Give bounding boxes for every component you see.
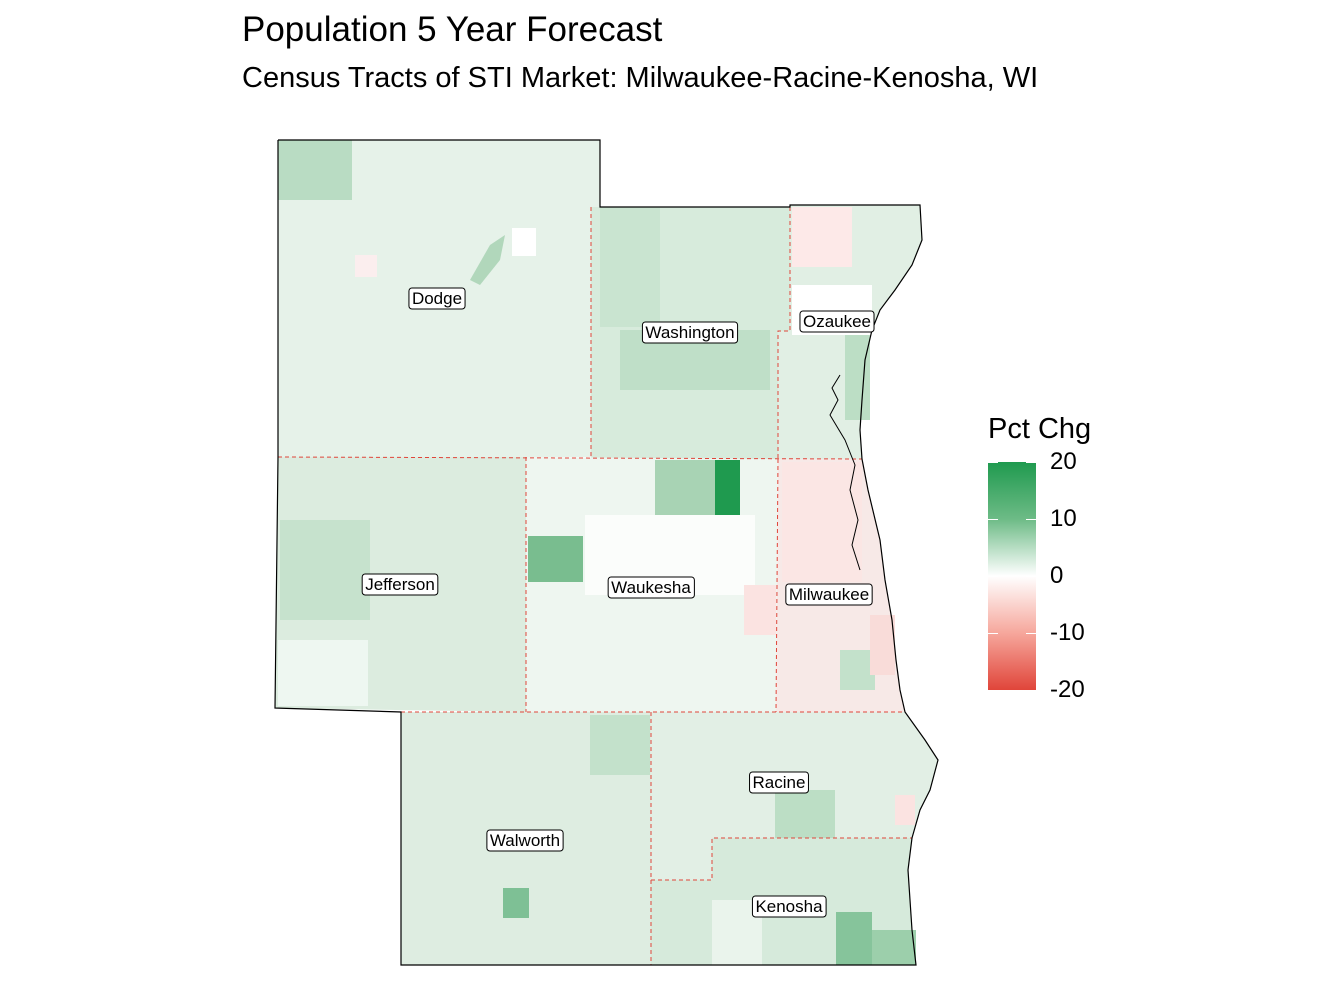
tract-patch bbox=[503, 888, 529, 918]
svg-text:Dodge: Dodge bbox=[412, 289, 462, 308]
tract-patch bbox=[872, 930, 916, 965]
tract-patch bbox=[715, 460, 740, 520]
tract-patch bbox=[840, 650, 875, 690]
county-labels: Dodge Washington Ozaukee Jefferson Waukesha M… bbox=[361, 287, 875, 918]
tract-patch bbox=[792, 207, 852, 267]
tract-patch bbox=[744, 585, 776, 635]
svg-text:Walworth: Walworth bbox=[490, 831, 560, 850]
legend-tick-label: 10 bbox=[1050, 505, 1077, 532]
svg-text:Jefferson: Jefferson bbox=[365, 575, 435, 594]
tract-patch bbox=[845, 335, 870, 420]
outer-boundary bbox=[274, 139, 939, 966]
tract-patch bbox=[528, 536, 583, 582]
lakeshore-detail bbox=[829, 374, 861, 571]
tract-patch bbox=[782, 462, 862, 582]
legend-tick-mark bbox=[1026, 462, 1036, 463]
svg-text:Ozaukee: Ozaukee bbox=[803, 312, 871, 331]
tract-patch bbox=[512, 228, 536, 256]
county-label-milwaukee: Milwaukee bbox=[785, 583, 873, 606]
tract-patch bbox=[895, 795, 915, 825]
tract-patch bbox=[470, 235, 505, 285]
legend-tick-mark bbox=[1026, 633, 1036, 634]
svg-text:Waukesha: Waukesha bbox=[611, 578, 691, 597]
tract-patch bbox=[278, 140, 352, 200]
county-label-racine: Racine bbox=[749, 771, 809, 794]
legend-tick-mark bbox=[1026, 519, 1036, 520]
legend-tick-label: 20 bbox=[1050, 448, 1077, 475]
map-subtitle: Census Tracts of STI Market: Milwaukee-R… bbox=[242, 62, 1039, 94]
legend-tick-label: 0 bbox=[1050, 562, 1064, 589]
tract-patch bbox=[775, 790, 835, 838]
legend-tick-mark bbox=[988, 633, 998, 634]
map-title: Population 5 Year Forecast bbox=[242, 10, 663, 49]
tract-patch bbox=[278, 640, 368, 706]
legend-tick-mark bbox=[1026, 690, 1036, 691]
tract-patch bbox=[355, 255, 377, 277]
tract-patch bbox=[280, 520, 370, 620]
legend-tick-mark bbox=[1026, 576, 1036, 577]
legend-tick-label: -10 bbox=[1050, 619, 1085, 646]
tract-patch bbox=[600, 207, 660, 327]
county-borders bbox=[277, 140, 912, 965]
county-label-dodge: Dodge bbox=[408, 287, 466, 310]
county-label-walworth: Walworth bbox=[486, 829, 564, 852]
legend-tick-mark bbox=[988, 690, 998, 691]
county-label-jefferson: Jefferson bbox=[361, 573, 439, 596]
legend-tick-mark bbox=[988, 576, 998, 577]
county-label-kenosha: Kenosha bbox=[751, 895, 827, 918]
tract-patch bbox=[590, 715, 650, 775]
svg-text:Washington: Washington bbox=[645, 323, 734, 342]
county-label-waukesha: Waukesha bbox=[607, 576, 695, 599]
legend-title: Pct Chg bbox=[988, 413, 1092, 445]
county-label-ozaukee: Ozaukee bbox=[799, 310, 875, 333]
county-label-washington: Washington bbox=[641, 321, 739, 344]
svg-text:Milwaukee: Milwaukee bbox=[789, 585, 869, 604]
legend-tick-mark bbox=[988, 462, 998, 463]
tract-patch bbox=[870, 615, 895, 675]
tract-patch bbox=[836, 912, 872, 965]
legend-tick-mark bbox=[988, 519, 998, 520]
svg-text:Racine: Racine bbox=[753, 773, 806, 792]
tract-patch bbox=[655, 460, 715, 520]
legend-tick-label: -20 bbox=[1050, 676, 1085, 703]
svg-text:Kenosha: Kenosha bbox=[755, 897, 823, 916]
